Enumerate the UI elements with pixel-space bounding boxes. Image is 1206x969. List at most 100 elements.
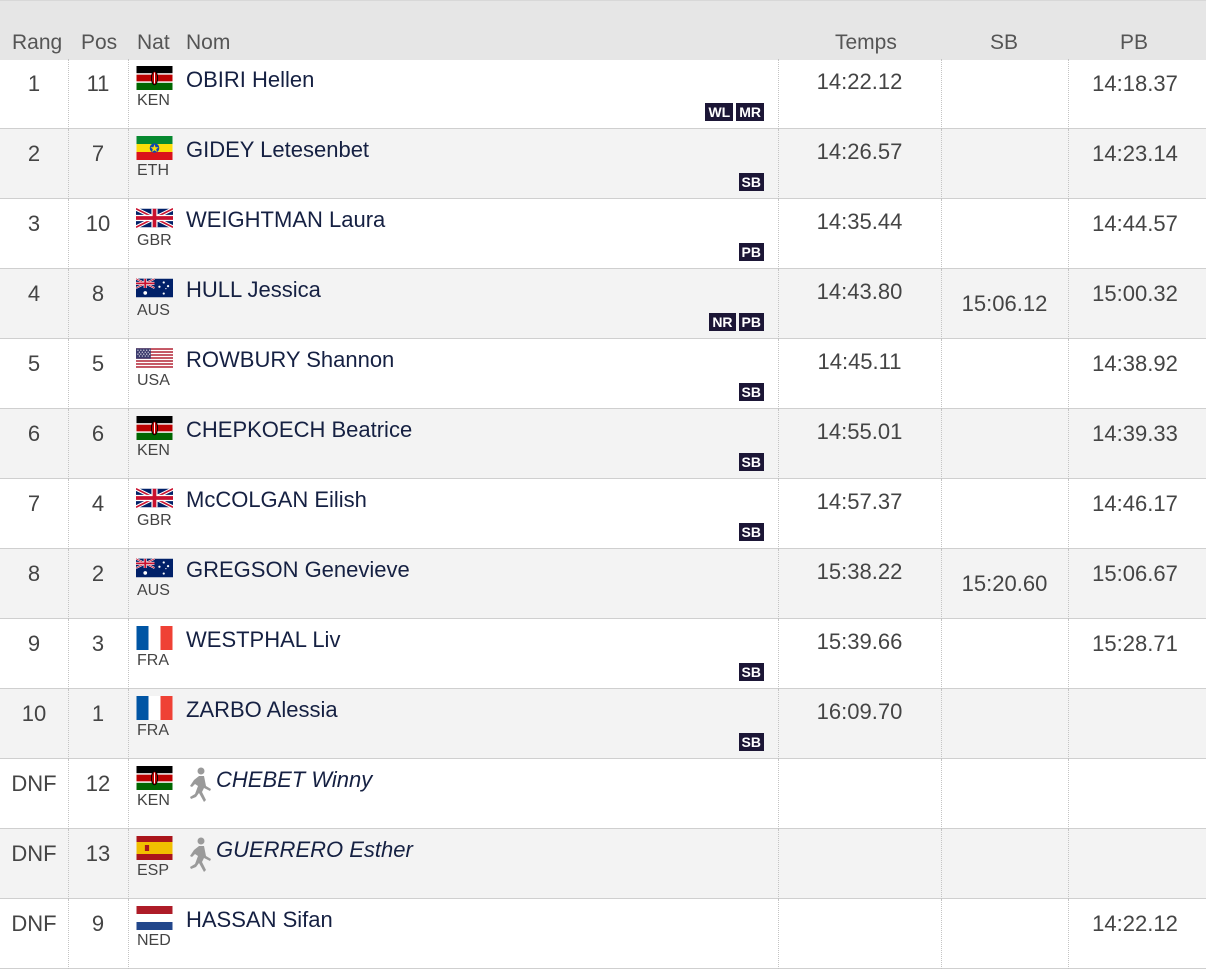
record-badge: PB — [738, 243, 764, 261]
column-divider — [1068, 59, 1069, 129]
column-divider — [1068, 269, 1069, 339]
position-cell: 4 — [91, 491, 105, 516]
column-divider — [778, 479, 779, 549]
time-cell: 15:39.66 — [816, 629, 903, 654]
rank-cell: 6 — [27, 421, 41, 446]
column-divider — [1068, 479, 1069, 549]
column-divider — [68, 409, 69, 479]
flag-ned-icon — [136, 906, 173, 930]
column-divider — [941, 479, 942, 549]
athlete-name-link[interactable]: GUERRERO Esther — [216, 837, 413, 862]
table-row[interactable]: 9 3 FRA WESTPHAL Liv SB 15:39.66 15:28.71 — [0, 619, 1206, 689]
table-row[interactable]: 5 5 USA ROWBURY Shannon SB 14:45.11 14:38.92 — [0, 339, 1206, 409]
table-row[interactable]: 7 4 GBR McCOLGAN Eilish SB 14:57.37 14:46.17 — [0, 479, 1206, 549]
column-divider — [128, 829, 129, 899]
record-badges: SB — [738, 733, 764, 751]
athlete-name-link[interactable]: HULL Jessica — [186, 277, 321, 302]
table-row[interactable]: DNF 9 NED HASSAN Sifan 14:22.12 — [0, 899, 1206, 969]
runner-icon — [187, 766, 213, 804]
athlete-name-link[interactable]: CHEPKOECH Beatrice — [186, 417, 413, 442]
record-badges: SB — [738, 663, 764, 681]
athlete-name-link[interactable]: HASSAN Sifan — [186, 907, 333, 932]
table-row[interactable]: DNF 13 ESP GUERRERO Esther — [0, 829, 1206, 899]
column-divider — [941, 339, 942, 409]
nationality-code: KEN — [137, 792, 170, 809]
table-row[interactable]: 10 1 FRA ZARBO Alessia SB 16:09.70 — [0, 689, 1206, 759]
rank-cell: 5 — [27, 351, 41, 376]
position-cell: 12 — [85, 771, 111, 796]
personal-best-cell: 14:22.12 — [1092, 911, 1178, 936]
athlete-name-link[interactable]: ROWBURY Shannon — [186, 347, 395, 372]
personal-best-cell: 15:06.67 — [1092, 561, 1178, 586]
athlete-name-link[interactable]: GIDEY Letesenbet — [186, 137, 370, 162]
record-badge: SB — [738, 663, 764, 681]
personal-best-cell: 15:00.32 — [1092, 281, 1178, 306]
rank-cell: 8 — [27, 561, 41, 586]
rank-cell: 4 — [27, 281, 41, 306]
rank-cell: DNF — [11, 911, 57, 936]
position-cell: 10 — [85, 211, 111, 236]
table-row[interactable]: 3 10 GBR WEIGHTMAN Laura PB 14:35.44 14:44.57 — [0, 199, 1206, 269]
athlete-name-link[interactable]: McCOLGAN Eilish — [186, 487, 367, 512]
record-badges: NR PB — [709, 313, 764, 331]
rank-cell: DNF — [11, 771, 57, 796]
column-divider — [778, 409, 779, 479]
nationality-code: AUS — [137, 582, 170, 599]
column-divider — [941, 549, 942, 619]
table-row[interactable]: DNF 12 KEN CHEBET Winny — [0, 759, 1206, 829]
column-divider — [778, 199, 779, 269]
table-row[interactable]: 6 6 KEN CHEPKOECH Beatrice SB 14:55.01 14:39.3… — [0, 409, 1206, 479]
flag-esp-icon — [136, 836, 173, 860]
position-cell: 13 — [85, 841, 111, 866]
column-divider — [941, 269, 942, 339]
record-badges: PB — [738, 243, 764, 261]
athlete-name-link[interactable]: OBIRI Hellen — [186, 67, 315, 92]
position-cell: 3 — [91, 631, 105, 656]
flag-eth-icon — [136, 136, 173, 160]
record-badge: MR — [736, 103, 764, 121]
record-badges: SB — [738, 173, 764, 191]
header-nat: Nat — [137, 31, 170, 54]
nationality-code: GBR — [137, 232, 172, 249]
column-divider — [128, 689, 129, 759]
position-cell: 6 — [91, 421, 105, 446]
column-divider — [1068, 129, 1069, 199]
table-row[interactable]: 8 2 AUS GREGSON Genevieve 15:38.22 15:20.60 15… — [0, 549, 1206, 619]
nationality-code: NED — [137, 932, 171, 949]
flag-ken-icon — [136, 766, 173, 790]
column-divider — [68, 899, 69, 969]
column-divider — [778, 829, 779, 899]
record-badge: SB — [738, 453, 764, 471]
athlete-name-link[interactable]: WESTPHAL Liv — [186, 627, 341, 652]
header-sb: SB — [990, 31, 1019, 54]
athlete-name-link[interactable]: GREGSON Genevieve — [186, 557, 410, 582]
athlete-name-link[interactable]: CHEBET Winny — [216, 767, 373, 792]
nationality-code: ESP — [137, 862, 170, 879]
table-row[interactable]: 1 11 KEN OBIRI Hellen WL MR 14:22.12 14:18.37 — [0, 59, 1206, 129]
table-row[interactable]: 2 7 ETH GIDEY Letesenbet SB 14:26.57 14:23.14 — [0, 129, 1206, 199]
season-best-cell: 15:06.12 — [961, 291, 1048, 316]
column-divider — [941, 829, 942, 899]
nationality-code: FRA — [137, 722, 169, 739]
column-divider — [1068, 899, 1069, 969]
column-divider — [941, 689, 942, 759]
column-divider — [128, 899, 129, 969]
record-badges: WL MR — [705, 103, 764, 121]
column-divider — [941, 59, 942, 129]
nationality-code: GBR — [137, 512, 172, 529]
athlete-name-link[interactable]: WEIGHTMAN Laura — [186, 207, 386, 232]
athlete-name-link[interactable]: ZARBO Alessia — [186, 697, 338, 722]
column-divider — [778, 129, 779, 199]
flag-fra-icon — [136, 696, 173, 720]
column-divider — [68, 339, 69, 409]
column-divider — [1068, 409, 1069, 479]
table-row[interactable]: 4 8 AUS HULL Jessica NR PB 14:43.80 15:06.12 15:… — [0, 269, 1206, 339]
record-badge: SB — [738, 383, 764, 401]
column-divider — [1068, 689, 1069, 759]
position-cell: 1 — [91, 701, 105, 726]
nationality-code: ETH — [137, 162, 169, 179]
record-badge: SB — [738, 523, 764, 541]
personal-best-cell: 14:46.17 — [1092, 491, 1178, 516]
column-divider — [1068, 339, 1069, 409]
flag-aus-icon — [136, 556, 173, 580]
